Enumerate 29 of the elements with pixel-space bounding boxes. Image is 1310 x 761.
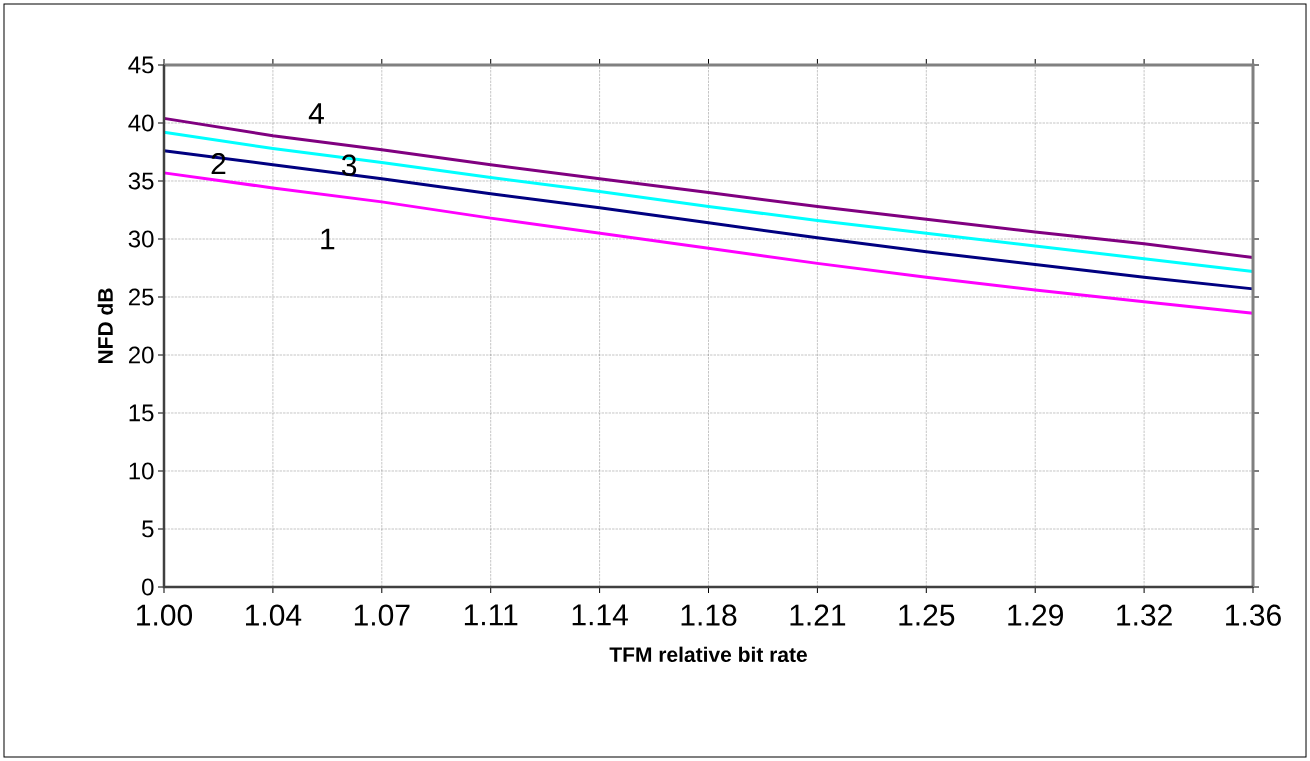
x-tick-label: 1.32 — [1117, 604, 1172, 626]
x-tick-label: 1.18 — [681, 604, 737, 626]
y-tick-label: 25 — [128, 288, 154, 306]
y-tick-label: 20 — [128, 346, 154, 364]
x-axis-title: TFM relative bit rate — [609, 646, 807, 663]
x-tick-label: 1.36 — [1226, 604, 1281, 626]
series-label: 3 — [341, 154, 357, 176]
y-tick-label: 15 — [129, 404, 154, 422]
y-tick-label: 10 — [129, 462, 154, 480]
x-tick-label: 1.25 — [899, 604, 955, 626]
x-tick-label: 1.14 — [572, 604, 628, 626]
line-series — [162, 130, 1255, 273]
y-tick-label: 0 — [142, 578, 154, 596]
x-tick-label: 1.11 — [464, 604, 518, 626]
x-tick-label: 1.07 — [354, 604, 410, 626]
y-tick-label: 5 — [142, 520, 154, 538]
y-tick-label: 35 — [128, 172, 154, 190]
y-tick-label: 30 — [128, 230, 154, 248]
y-axis-title: NFD dB — [97, 288, 113, 364]
x-tick-label: 1.21 — [790, 604, 846, 626]
x-tick-label: 1.00 — [137, 604, 193, 626]
series-label: 2 — [211, 153, 226, 175]
y-tick-label: 45 — [128, 56, 154, 74]
series-label: 4 — [308, 103, 324, 124]
x-tick-label: 1.29 — [1008, 604, 1063, 626]
x-tick-label: 1.04 — [246, 604, 302, 626]
line-series — [162, 149, 1255, 291]
y-tick-label: 40 — [128, 114, 154, 132]
series-label: 1 — [321, 228, 335, 250]
